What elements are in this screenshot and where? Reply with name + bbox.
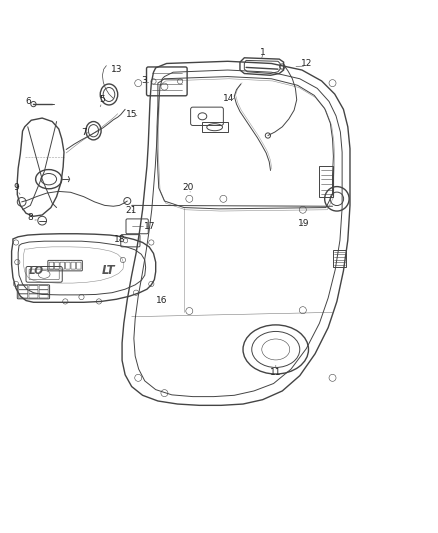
Text: 17: 17	[144, 222, 156, 231]
Text: 13: 13	[111, 64, 122, 74]
Text: 16: 16	[155, 296, 167, 305]
Text: 12: 12	[300, 59, 312, 68]
Text: 7: 7	[81, 127, 88, 136]
Text: 3: 3	[141, 76, 147, 85]
Text: 6: 6	[25, 97, 31, 106]
Text: LO: LO	[29, 266, 44, 276]
Text: 19: 19	[298, 219, 310, 228]
Text: 20: 20	[182, 183, 193, 192]
Text: 11: 11	[270, 368, 282, 377]
Text: 14: 14	[223, 94, 234, 103]
Text: 18: 18	[114, 235, 125, 244]
Text: 9: 9	[13, 183, 19, 192]
Text: 15: 15	[126, 110, 138, 119]
Text: 21: 21	[125, 206, 137, 215]
Text: 8: 8	[28, 213, 33, 222]
Text: 5: 5	[99, 95, 105, 104]
Text: 1: 1	[260, 48, 265, 57]
Text: LT: LT	[102, 264, 116, 277]
